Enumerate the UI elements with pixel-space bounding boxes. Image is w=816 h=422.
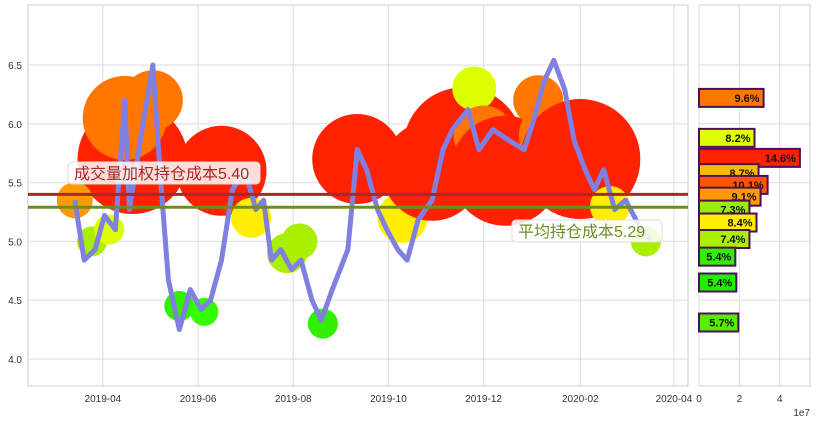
y-tick-label: 5.0: [8, 237, 22, 248]
volume-bubble: [307, 308, 338, 339]
cost-label-box: [67, 161, 261, 185]
x-offset-label: 1e7: [793, 408, 810, 419]
x-tick-label: 2: [737, 394, 743, 405]
volume-bar: [698, 246, 737, 267]
x-tick-label: 2019-06: [180, 394, 217, 405]
volume-bubble: [281, 223, 318, 260]
volume-bar: [698, 272, 738, 293]
volume-bar-label: 8.4%: [727, 218, 752, 230]
x-tick-label: 2019-10: [370, 394, 407, 405]
x-tick-label: 2020-04: [656, 394, 693, 405]
y-tick-label: 5.5: [8, 179, 22, 190]
y-tick-label: 6.5: [8, 61, 22, 72]
volume-bar-label: 5.4%: [707, 278, 732, 290]
volume-bar: [698, 312, 740, 333]
volume-bar-label: 5.4%: [706, 252, 731, 264]
volume-bar: [698, 127, 756, 148]
cost-label-box: [511, 219, 663, 243]
y-tick-label: 6.0: [8, 120, 22, 131]
volume-bar-label: 8.2%: [725, 133, 750, 145]
volume-bar-label: 9.6%: [735, 93, 760, 105]
x-tick-label: 2019-04: [85, 394, 122, 405]
volume-bar-label: 5.7%: [709, 318, 734, 330]
y-tick-label: 4.0: [8, 355, 22, 366]
volume-bar-label: 14.6%: [765, 153, 796, 165]
x-tick-label: 2019-08: [275, 394, 312, 405]
cost-label: 平均持仓成本5.29: [518, 223, 645, 241]
volume-bubble: [452, 66, 497, 111]
cost-label: 成交量加权持仓成本5.40: [74, 165, 249, 183]
x-tick-label: 4: [777, 394, 783, 405]
x-tick-label: 2019-12: [465, 394, 502, 405]
x-tick-label: 0: [696, 394, 702, 405]
volume-bar-label: 7.4%: [720, 234, 745, 246]
y-tick-label: 4.5: [8, 296, 22, 307]
x-tick-label: 2020-02: [562, 394, 599, 405]
volume-bar: [698, 87, 765, 108]
